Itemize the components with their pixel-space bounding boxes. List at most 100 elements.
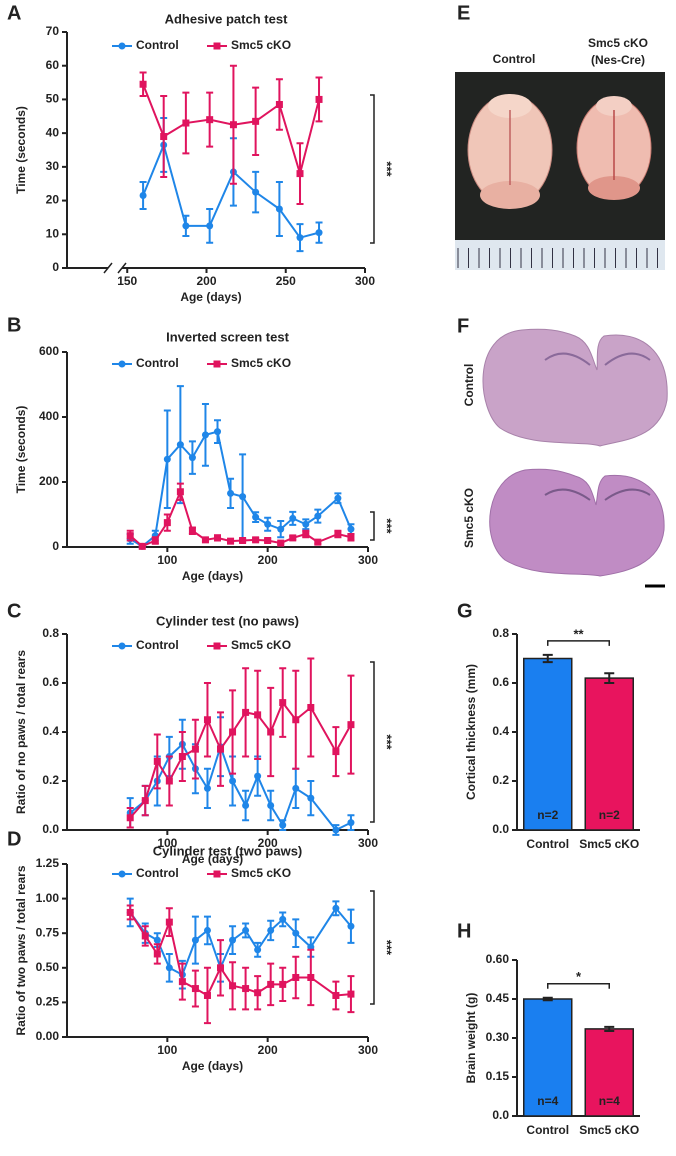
- data-point: [214, 428, 221, 436]
- legend-marker: [118, 42, 126, 50]
- y-tick-label: 70: [46, 24, 60, 38]
- data-point: [242, 985, 250, 993]
- data-point: [229, 936, 237, 944]
- data-point: [188, 527, 196, 535]
- data-point: [267, 980, 275, 988]
- bar: [523, 657, 573, 831]
- y-tick-label: 0.2: [42, 773, 59, 787]
- legend-marker: [213, 360, 221, 368]
- data-point: [141, 932, 149, 940]
- axis-break: [103, 262, 127, 274]
- x-axis-label: Age (days): [182, 569, 243, 583]
- legend-label: Control: [136, 356, 179, 370]
- y-tick-label: 30: [46, 159, 60, 173]
- chart-title: Inverted screen test: [166, 329, 290, 344]
- histology-sections: [482, 328, 668, 588]
- data-point: [165, 964, 173, 972]
- data-point: [242, 926, 250, 934]
- legend-marker: [213, 42, 221, 50]
- legend-marker: [118, 642, 126, 650]
- x-axis-label: Age (days): [182, 1059, 243, 1073]
- data-point: [229, 982, 237, 990]
- panel-letter: E: [457, 2, 470, 24]
- data-point: [332, 748, 340, 756]
- data-point: [254, 711, 262, 719]
- data-point: [314, 538, 322, 546]
- data-point: [267, 926, 275, 934]
- data-point: [307, 943, 315, 951]
- y-axis-label: Time (seconds): [14, 406, 28, 494]
- error-bar: [604, 672, 615, 684]
- data-point: [275, 100, 283, 108]
- data-point: [153, 757, 161, 765]
- data-point: [201, 536, 209, 544]
- x-tick-label: 300: [358, 836, 378, 850]
- panel-letter: C: [7, 600, 21, 622]
- x-tick-label: 200: [196, 274, 216, 288]
- data-point: [277, 539, 285, 547]
- panel-letter: G: [457, 600, 473, 622]
- significance-bracket: [370, 94, 375, 244]
- y-tick-label: 1.25: [36, 856, 60, 870]
- chart-title: Adhesive patch test: [165, 11, 288, 26]
- data-point: [307, 973, 315, 981]
- y-tick-label: 0.45: [486, 991, 510, 1005]
- image-label: Control: [462, 364, 476, 407]
- legend-label: Smc5 cKO: [231, 638, 291, 652]
- data-point: [139, 192, 147, 200]
- sample-size: n=2: [537, 808, 558, 822]
- x-tick-label: 200: [258, 836, 278, 850]
- legend-marker: [213, 642, 221, 650]
- data-point: [289, 534, 297, 542]
- y-axis-label: Brain weight (g): [464, 993, 478, 1084]
- x-tick-label: 150: [117, 274, 137, 288]
- data-point: [203, 926, 211, 934]
- x-axis-label: Age (days): [182, 852, 243, 866]
- data-point: [191, 745, 199, 753]
- data-point: [315, 229, 323, 237]
- data-point: [279, 980, 287, 988]
- data-point: [163, 519, 171, 527]
- data-point: [296, 170, 304, 178]
- data-point: [254, 946, 262, 954]
- y-tick-label: 20: [46, 193, 60, 207]
- significance-label: *: [576, 969, 582, 984]
- data-point: [242, 708, 250, 716]
- x-tick-label: 300: [358, 553, 378, 567]
- x-tick-label: 250: [276, 274, 296, 288]
- x-tick-label: 100: [157, 1043, 177, 1057]
- x-tick-label: 100: [157, 836, 177, 850]
- data-point: [296, 234, 304, 242]
- data-point: [307, 704, 315, 711]
- data-point: [182, 119, 190, 127]
- error-bar: [542, 996, 553, 1002]
- data-point: [139, 80, 147, 88]
- series-line: [142, 141, 320, 239]
- image-label: Smc5 cKO: [462, 488, 476, 548]
- data-point: [176, 441, 184, 449]
- data-point: [347, 922, 355, 930]
- significance-bracket: [547, 640, 610, 646]
- data-point: [252, 513, 260, 521]
- legend-label: Control: [136, 38, 179, 52]
- series-line: [142, 83, 321, 178]
- data-point: [347, 819, 355, 827]
- data-point: [176, 488, 184, 496]
- data-point: [229, 777, 237, 785]
- data-point: [332, 904, 340, 912]
- legend-marker: [118, 870, 126, 878]
- data-point: [292, 973, 300, 981]
- y-tick-label: 0.0: [42, 822, 59, 836]
- data-point: [217, 964, 225, 972]
- series-line: [129, 742, 352, 832]
- sample-size: n=4: [599, 1094, 620, 1108]
- bar: [584, 1028, 634, 1117]
- y-tick-label: 0.75: [36, 925, 60, 939]
- data-point: [163, 455, 171, 463]
- data-point: [217, 745, 225, 753]
- legend-label: Control: [136, 638, 179, 652]
- data-point: [315, 95, 323, 103]
- y-tick-label: 0.30: [486, 1030, 510, 1044]
- x-tick-label: 200: [258, 1043, 278, 1057]
- y-tick-label: 40: [46, 125, 60, 139]
